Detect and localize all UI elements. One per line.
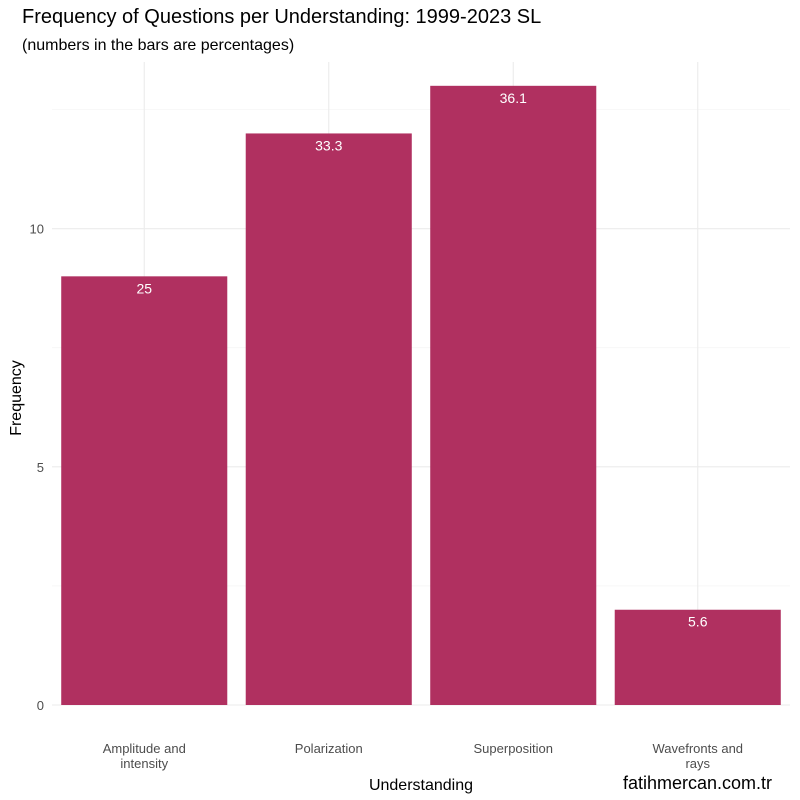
- y-tick-label: 10: [30, 222, 44, 237]
- bar: [245, 133, 412, 705]
- x-tick-label: Wavefronts and rays: [652, 741, 743, 771]
- bars: [61, 85, 781, 705]
- x-axis-ticks: Amplitude and intensity Polarization Superp…: [103, 741, 743, 771]
- bar: [61, 276, 228, 705]
- bar-value-label: 25: [136, 280, 152, 296]
- y-axis-ticks: 0 5 10: [30, 222, 44, 713]
- bar-value-label: 5.6: [688, 614, 708, 630]
- chart-title: Frequency of Questions per Understanding…: [22, 6, 541, 28]
- x-axis-title: Understanding: [369, 777, 473, 794]
- bar-value-label: 36.1: [500, 90, 527, 106]
- bar-value-labels: 25 33.3 36.1 5.6: [136, 90, 707, 630]
- x-tick-label: Amplitude and intensity: [103, 741, 186, 771]
- bar-value-label: 33.3: [315, 137, 342, 153]
- x-tick-label: Superposition: [474, 741, 554, 756]
- x-tick-label: Polarization: [295, 741, 363, 756]
- y-tick-label: 0: [37, 698, 44, 713]
- bar: [430, 85, 597, 705]
- watermark: fatihmercan.com.tr: [623, 773, 772, 793]
- chart-subtitle: (numbers in the bars are percentages): [22, 37, 294, 54]
- bar: [614, 609, 781, 705]
- y-axis-title: Frequency: [8, 360, 25, 436]
- y-tick-label: 5: [37, 460, 44, 475]
